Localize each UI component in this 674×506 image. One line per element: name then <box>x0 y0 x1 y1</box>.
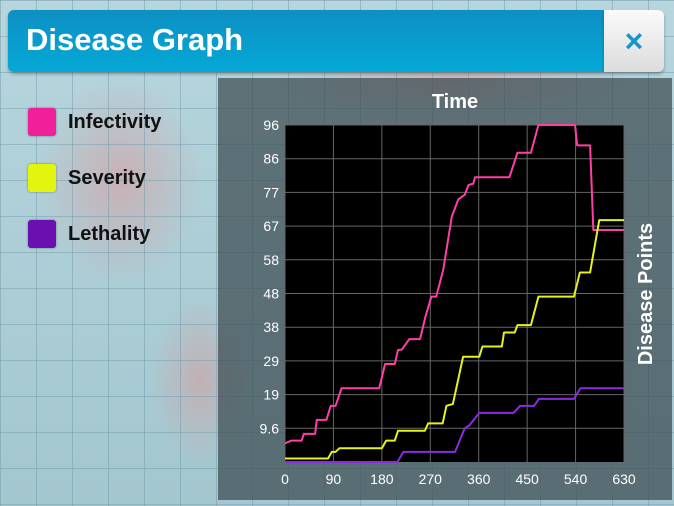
x-tick-label: 360 <box>467 471 491 487</box>
page-title: Disease Graph <box>26 22 244 57</box>
y-tick-label: 9.6 <box>260 420 280 436</box>
series-line-severity <box>285 219 624 460</box>
x-tick-label: 90 <box>326 471 342 487</box>
y-axis-title: Disease Points <box>635 223 657 365</box>
title-bar: Disease Graph <box>8 10 604 72</box>
legend-swatch <box>28 108 56 136</box>
x-tick-label: 180 <box>370 471 394 487</box>
y-tick-label: 67 <box>263 218 279 234</box>
y-tick-label: 77 <box>263 184 279 200</box>
x-tick-label: 450 <box>515 471 539 487</box>
y-tick-label: 19 <box>263 387 279 403</box>
x-tick-label: 630 <box>612 471 636 487</box>
legend-label: Lethality <box>68 222 151 245</box>
y-tick-label: 38 <box>263 319 279 335</box>
y-tick-label: 29 <box>263 353 279 369</box>
legend-item-lethality: Lethality <box>28 220 161 248</box>
legend-swatch <box>28 164 56 192</box>
legend-item-infectivity: Infectivity <box>28 108 161 136</box>
legend-label: Infectivity <box>68 110 162 133</box>
x-tick-label: 540 <box>564 471 588 487</box>
y-tick-label: 96 <box>263 117 279 133</box>
y-tick-label: 58 <box>263 252 279 268</box>
series-line-infectivity <box>284 124 624 445</box>
close-icon: × <box>624 23 644 59</box>
x-tick-label: 0 <box>281 471 289 487</box>
y-tick-label: 48 <box>263 286 279 302</box>
chart-title: Time <box>432 91 478 113</box>
chart-legend: Infectivity Severity Lethality <box>28 108 161 276</box>
legend-label: Severity <box>68 166 146 189</box>
x-tick-label: 270 <box>419 471 443 487</box>
series-line-lethality <box>285 387 624 463</box>
legend-item-severity: Severity <box>28 164 161 192</box>
y-tick-label: 86 <box>263 151 279 167</box>
legend-swatch <box>28 220 56 248</box>
close-button[interactable]: × <box>604 10 664 72</box>
